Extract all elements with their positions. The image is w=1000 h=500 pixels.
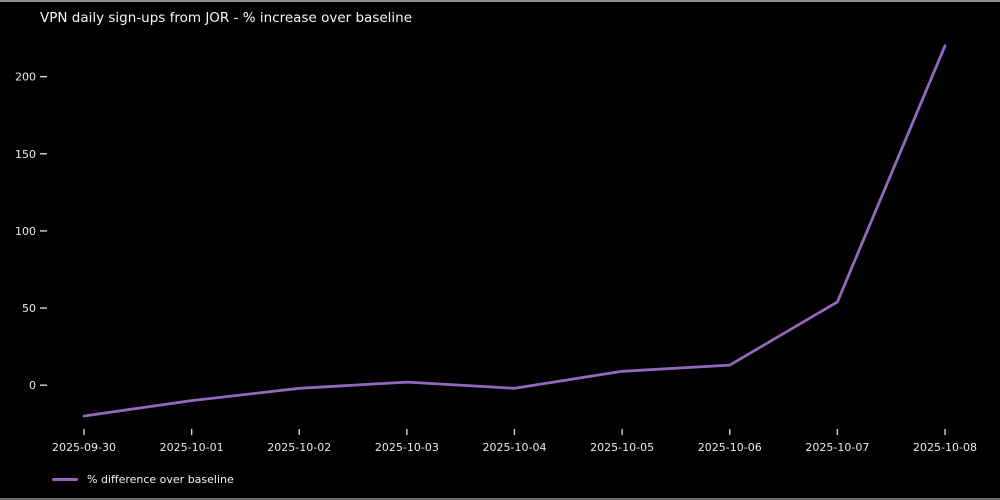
y-tick-label: 0 xyxy=(29,379,36,392)
x-tick-label: 2025-10-02 xyxy=(267,441,331,454)
x-tick-label: 2025-10-04 xyxy=(483,441,547,454)
x-tick-label: 2025-09-30 xyxy=(52,441,116,454)
x-tick-label: 2025-10-03 xyxy=(375,441,439,454)
chart-title: VPN daily sign-ups from JOR - % increase… xyxy=(40,10,413,26)
series-line xyxy=(82,44,947,418)
legend-line-swatch xyxy=(52,478,78,481)
x-tick-label: 2025-10-08 xyxy=(913,441,977,454)
legend-label: % difference over baseline xyxy=(87,473,234,486)
window-top-edge xyxy=(0,0,1000,2)
window-bottom-edge xyxy=(0,498,1000,500)
y-tick-label: 50 xyxy=(22,302,36,315)
x-tick-label: 2025-10-06 xyxy=(698,441,762,454)
x-tick-label: 2025-10-05 xyxy=(590,441,654,454)
legend: % difference over baseline xyxy=(52,473,234,486)
x-tick-label: 2025-10-01 xyxy=(160,441,224,454)
y-tick-label: 150 xyxy=(15,148,36,161)
x-tick-label: 2025-10-07 xyxy=(805,441,869,454)
y-tick-label: 100 xyxy=(15,225,36,238)
y-tick-label: 200 xyxy=(15,71,36,84)
